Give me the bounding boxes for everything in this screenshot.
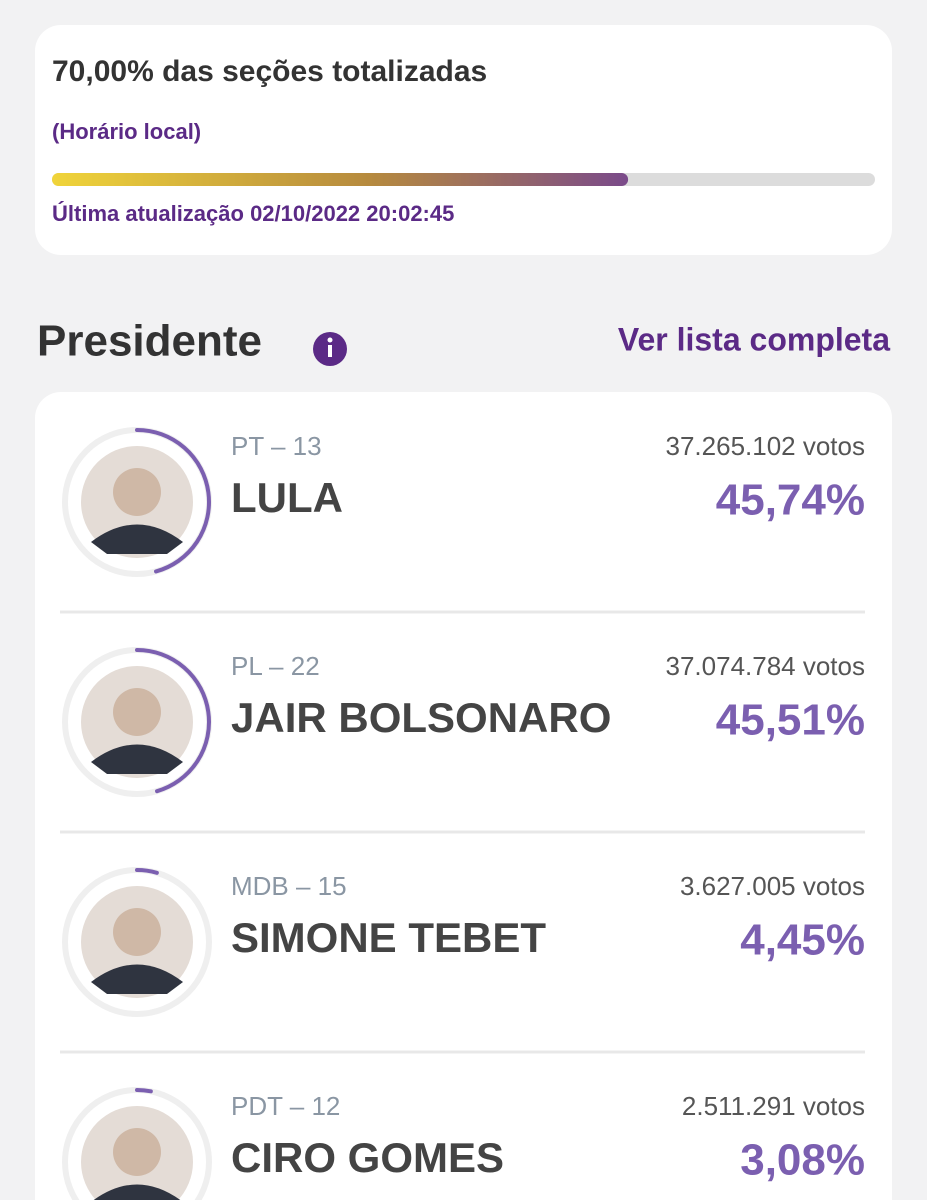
- summary-title: 70,00% das seções totalizadas: [52, 55, 487, 88]
- full-list-link[interactable]: Ver lista completa: [618, 321, 890, 357]
- party: MDB – 15: [231, 871, 347, 901]
- candidate-name: LULA: [231, 474, 343, 521]
- percent: 45,51%: [716, 696, 865, 745]
- photo-body: [91, 744, 183, 774]
- party: PT – 13: [231, 431, 322, 461]
- share-arc: [135, 648, 211, 794]
- candidate-name: JAIR BOLSONARO: [231, 694, 611, 741]
- share-arc: [135, 868, 159, 875]
- photo-body: [93, 1184, 181, 1200]
- candidate-name: SIMONE TEBET: [231, 914, 546, 961]
- share-arc: [135, 428, 211, 574]
- info-icon[interactable]: [313, 332, 347, 366]
- candidate-name: CIRO GOMES: [231, 1134, 504, 1181]
- percent: 3,08%: [740, 1136, 865, 1185]
- percent: 4,45%: [740, 916, 865, 965]
- votes: 37.265.102 votos: [666, 431, 866, 461]
- summary-card: [35, 25, 892, 255]
- summary-note: (Horário local): [52, 119, 201, 144]
- photo-head: [113, 1128, 161, 1176]
- votes: 3.627.005 votos: [680, 871, 865, 901]
- section-title: Presidente: [37, 317, 262, 366]
- photo-body: [91, 524, 183, 554]
- photo-head: [113, 688, 161, 736]
- percent: 45,74%: [716, 476, 865, 525]
- progress-fill: [52, 173, 629, 186]
- updated: Última atualização 02/10/2022 20:02:45: [52, 201, 454, 226]
- photo-body: [91, 964, 183, 994]
- candidates-card: [35, 392, 892, 1200]
- votes: 2.511.291 votos: [682, 1091, 865, 1121]
- share-arc: [135, 1087, 153, 1094]
- photo-head: [113, 908, 161, 956]
- votes: 37.074.784 votos: [666, 651, 866, 681]
- party: PL – 22: [231, 651, 320, 681]
- party: PDT – 12: [231, 1091, 340, 1121]
- photo-head: [113, 468, 161, 516]
